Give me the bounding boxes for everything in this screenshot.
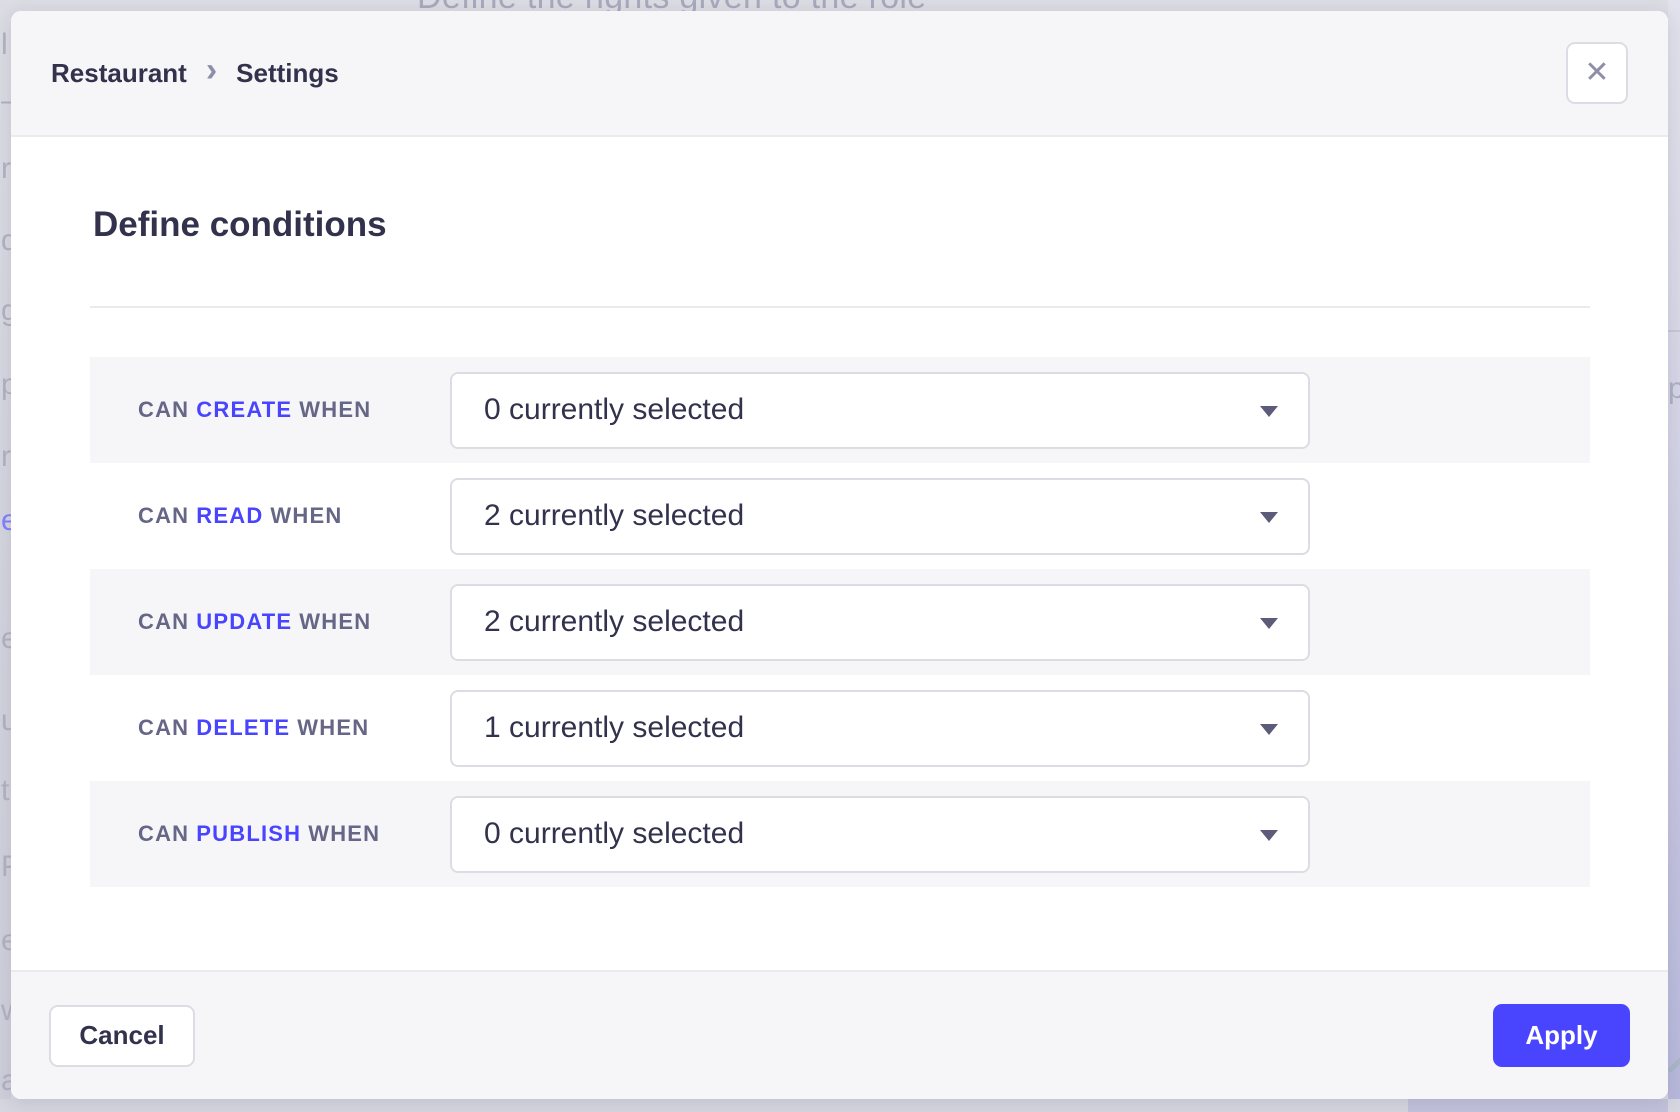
backdrop-letter-fragment: ti <box>1 774 11 807</box>
chevron-right-icon: › <box>205 51 218 89</box>
label-action: READ <box>196 503 264 528</box>
backdrop-check-fragment <box>1668 1055 1680 1074</box>
backdrop-letter-fragment: d <box>1 224 11 257</box>
backdrop-clipped-heading: Define the rights given to the role <box>417 0 926 14</box>
close-icon: ✕ <box>1584 56 1610 89</box>
select-value: 1 currently selected <box>484 711 745 744</box>
chevron-down-icon <box>1260 512 1278 523</box>
condition-row-read: CAN READ WHEN 2 currently selected <box>90 463 1590 569</box>
backdrop-letter-fragment: – <box>1 84 11 118</box>
condition-row-delete: CAN DELETE WHEN 1 currently selected <box>90 675 1590 781</box>
backdrop-letter-fragment: p <box>1 368 11 401</box>
conditions-table: CAN CREATE WHEN 0 currently selected CAN RE… <box>90 357 1590 887</box>
chevron-down-icon <box>1260 618 1278 629</box>
backdrop-letter-fragment: a <box>1 1064 11 1097</box>
backdrop-letter-fragment: r <box>1 152 11 185</box>
backdrop-letter-fragment: l <box>1 28 8 61</box>
page-title: Define conditions <box>93 205 387 244</box>
conditions-modal: Restaurant › Settings ✕ Define condition… <box>11 11 1668 1099</box>
backdrop-letter-fragment: er <box>1 622 11 655</box>
chevron-down-icon <box>1260 724 1278 735</box>
label-suffix: WHEN <box>299 397 372 422</box>
backdrop-letter-fragment: p <box>1668 372 1680 405</box>
condition-label: CAN PUBLISH WHEN <box>90 821 450 847</box>
conditions-select-read[interactable]: 2 currently selected <box>450 477 1310 555</box>
conditions-select-delete[interactable]: 1 currently selected <box>450 689 1310 767</box>
backdrop-top-strip: Define the rights given to the role <box>0 0 1680 14</box>
label-prefix: CAN <box>138 821 190 846</box>
condition-label: CAN READ WHEN <box>90 503 450 529</box>
label-action: CREATE <box>196 397 293 422</box>
backdrop-letter-fragment: e <box>1 924 11 957</box>
label-action: DELETE <box>196 715 291 740</box>
label-action: UPDATE <box>196 609 293 634</box>
close-button[interactable]: ✕ <box>1566 42 1628 104</box>
select-value: 0 currently selected <box>484 393 745 426</box>
backdrop-letter-fragment: u <box>1 704 11 737</box>
select-value: 2 currently selected <box>484 605 745 638</box>
backdrop-letter-fragment: g <box>1 294 11 327</box>
backdrop-divider-fragment <box>1668 330 1680 332</box>
label-suffix: WHEN <box>299 609 372 634</box>
condition-row-update: CAN UPDATE WHEN 2 currently selected <box>90 569 1590 675</box>
label-prefix: CAN <box>138 715 190 740</box>
backdrop-letter-fragment: e <box>1 504 11 537</box>
backdrop-bottom-accent <box>1408 1099 1668 1112</box>
label-suffix: WHEN <box>297 715 370 740</box>
condition-label: CAN UPDATE WHEN <box>90 609 450 635</box>
backdrop-left-strip: l – r d g p ri e er u ti Pe w a <box>0 0 11 1112</box>
apply-button[interactable]: Apply <box>1493 1004 1630 1067</box>
breadcrumb: Restaurant › Settings <box>51 51 339 89</box>
modal-body: Define conditions CAN CREATE WHEN 0 curren… <box>11 137 1668 970</box>
condition-row-publish: CAN PUBLISH WHEN 0 currently selected <box>90 781 1590 887</box>
label-suffix: WHEN <box>270 503 343 528</box>
label-prefix: CAN <box>138 609 190 634</box>
conditions-select-create[interactable]: 0 currently selected <box>450 371 1310 449</box>
backdrop-bottom-strip <box>0 1099 1680 1112</box>
backdrop-right-strip: p <box>1668 0 1680 1112</box>
label-suffix: WHEN <box>308 821 381 846</box>
modal-footer: Cancel Apply <box>11 970 1668 1099</box>
backdrop-letter-fragment: ri <box>1 440 11 473</box>
backdrop-letter-fragment: w <box>1 994 11 1028</box>
chevron-down-icon <box>1260 830 1278 841</box>
breadcrumb-settings[interactable]: Settings <box>236 57 339 88</box>
title-divider <box>90 306 1590 308</box>
breadcrumb-restaurant[interactable]: Restaurant <box>51 57 187 88</box>
condition-label: CAN DELETE WHEN <box>90 715 450 741</box>
select-value: 2 currently selected <box>484 499 745 532</box>
condition-label: CAN CREATE WHEN <box>90 397 450 423</box>
conditions-select-update[interactable]: 2 currently selected <box>450 583 1310 661</box>
select-value: 0 currently selected <box>484 817 745 850</box>
chevron-down-icon <box>1260 406 1278 417</box>
backdrop-letter-fragment: P <box>1 850 11 884</box>
cancel-button[interactable]: Cancel <box>49 1004 195 1067</box>
label-action: PUBLISH <box>196 821 302 846</box>
condition-row-create: CAN CREATE WHEN 0 currently selected <box>90 357 1590 463</box>
modal-header: Restaurant › Settings ✕ <box>11 11 1668 137</box>
conditions-select-publish[interactable]: 0 currently selected <box>450 795 1310 873</box>
label-prefix: CAN <box>138 397 190 422</box>
label-prefix: CAN <box>138 503 190 528</box>
